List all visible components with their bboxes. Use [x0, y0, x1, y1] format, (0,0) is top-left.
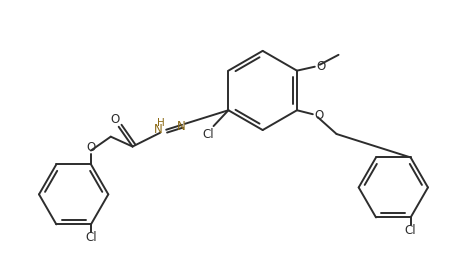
Text: N: N: [176, 120, 185, 133]
Text: O: O: [315, 60, 325, 73]
Text: O: O: [110, 113, 119, 126]
Text: Cl: Cl: [404, 224, 416, 237]
Text: Cl: Cl: [202, 128, 214, 140]
Text: O: O: [313, 109, 323, 122]
Text: H: H: [157, 118, 165, 128]
Text: N: N: [154, 123, 163, 136]
Text: O: O: [86, 141, 95, 154]
Text: Cl: Cl: [85, 231, 97, 244]
